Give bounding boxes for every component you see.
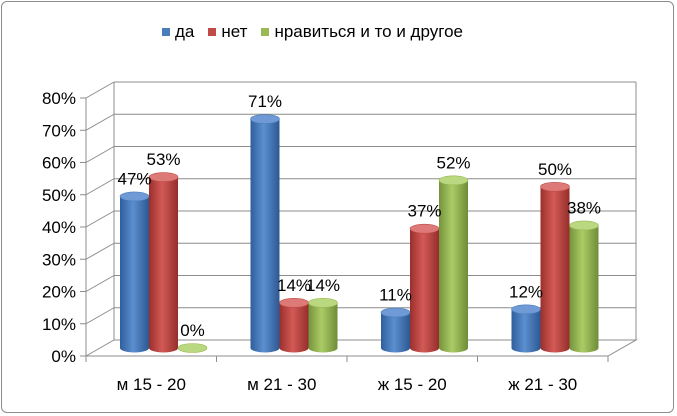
x-tick-label: ж 15 - 20 bbox=[378, 375, 447, 394]
data-label: 14% bbox=[306, 276, 340, 295]
x-tick-label: м 15 - 20 bbox=[117, 375, 186, 394]
bar-body bbox=[381, 312, 410, 353]
bar-body bbox=[569, 225, 599, 353]
y-tick-label: 60% bbox=[42, 154, 76, 173]
gridline-depth bbox=[85, 210, 115, 228]
y-tick-label: 0% bbox=[51, 347, 76, 366]
bar-top bbox=[569, 220, 599, 231]
bar-top bbox=[511, 304, 541, 315]
bar bbox=[569, 220, 599, 353]
bar-top bbox=[148, 172, 179, 182]
bar-top bbox=[177, 343, 208, 353]
legend-label-da: да bbox=[175, 22, 195, 41]
data-label: 11% bbox=[379, 286, 412, 305]
x-tick-label: ж 21 - 30 bbox=[508, 375, 577, 394]
data-label: 50% bbox=[538, 160, 572, 179]
bar bbox=[250, 114, 280, 353]
data-label: 47% bbox=[117, 169, 151, 188]
gridline-depth bbox=[85, 81, 115, 99]
gridline-depth bbox=[85, 113, 115, 131]
bar bbox=[279, 298, 309, 353]
y-tick-label: 10% bbox=[42, 315, 76, 334]
gridline-depth bbox=[85, 275, 115, 292]
legend-swatch-da bbox=[162, 28, 170, 36]
y-tick-label: 40% bbox=[42, 218, 76, 237]
bar-body bbox=[149, 177, 178, 353]
bar-top bbox=[308, 298, 338, 308]
bar-body bbox=[308, 302, 338, 353]
bar-body bbox=[511, 309, 541, 353]
data-label: 71% bbox=[248, 92, 282, 111]
bar bbox=[119, 191, 150, 353]
bar bbox=[148, 172, 179, 353]
legend: да нет нравиться и то и другое bbox=[162, 22, 463, 42]
legend-item-net: нет bbox=[208, 22, 247, 42]
data-label: 37% bbox=[407, 202, 441, 221]
data-labels: 47%53% 0% 71% 14%14% 11% 37% 52% 12% 50% 38% bbox=[117, 92, 601, 340]
legend-item-da: да bbox=[162, 22, 194, 42]
data-label: 53% bbox=[146, 150, 180, 169]
bar-top bbox=[409, 223, 440, 234]
bar-top bbox=[380, 307, 411, 318]
y-tick-label: 50% bbox=[42, 186, 76, 205]
bar bbox=[177, 343, 208, 353]
bar bbox=[409, 223, 440, 353]
bar bbox=[380, 307, 411, 353]
bar-top bbox=[438, 175, 469, 186]
bar-top bbox=[540, 181, 570, 192]
bar-body bbox=[439, 180, 468, 353]
y-tick-label: 20% bbox=[42, 283, 76, 302]
gridline-depth bbox=[85, 146, 115, 163]
legend-swatch-both bbox=[261, 28, 270, 36]
bar-body bbox=[279, 302, 309, 353]
y-tick-label: 30% bbox=[42, 250, 76, 269]
bar-body bbox=[540, 186, 570, 353]
data-label: 12% bbox=[509, 282, 543, 301]
data-label: 38% bbox=[567, 198, 601, 217]
legend-swatch-net bbox=[208, 28, 217, 36]
gridline-depth bbox=[85, 307, 115, 325]
data-label: 52% bbox=[436, 153, 470, 172]
y-tick-label: 70% bbox=[42, 121, 76, 140]
y-tick-label: 80% bbox=[42, 89, 76, 108]
bar-top bbox=[250, 114, 280, 124]
bar bbox=[540, 181, 570, 353]
data-label: 14% bbox=[277, 276, 311, 295]
gridline-depth bbox=[85, 178, 115, 196]
legend-label-both: нравиться и то и другое bbox=[274, 22, 463, 41]
bars bbox=[119, 114, 599, 353]
bar bbox=[438, 175, 469, 353]
gridline-depth bbox=[85, 242, 115, 260]
x-tick-label: м 21 - 30 bbox=[247, 375, 316, 394]
bar-top bbox=[279, 298, 309, 308]
legend-label-net: нет bbox=[221, 22, 248, 41]
bar bbox=[511, 304, 541, 353]
bar-body bbox=[250, 119, 280, 353]
bar-top bbox=[119, 191, 150, 202]
legend-item-both: нравиться и то и другое bbox=[261, 22, 463, 42]
bar bbox=[308, 298, 338, 353]
bar-body bbox=[410, 228, 439, 353]
data-label: 0% bbox=[180, 321, 205, 340]
bar-body bbox=[120, 196, 149, 353]
axes: 0% 10% 20% 30% 40% 50% 60% 70% 80% м 15 - 20 м 21 … bbox=[42, 89, 609, 394]
